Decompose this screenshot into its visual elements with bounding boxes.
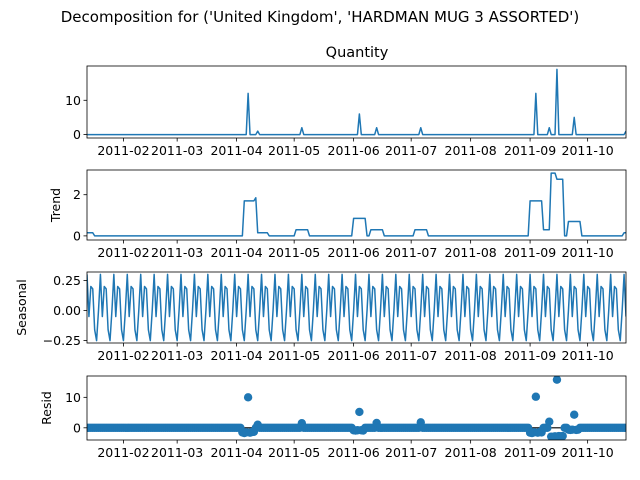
x-tick-label: 2011-06 <box>328 348 380 363</box>
resid-point <box>531 392 541 401</box>
series-line-observed <box>87 68 626 136</box>
y-tick-label: 0.00 <box>53 303 81 318</box>
y-tick-label: 2 <box>73 187 81 202</box>
resid-point <box>243 393 253 402</box>
axes-frame <box>86 375 627 441</box>
x-tick-label: 2011-05 <box>268 445 320 460</box>
y-tick-label: 0 <box>73 420 81 435</box>
x-tick-label: 2011-02 <box>97 143 149 158</box>
figure-title: Decomposition for ('United Kingdom', 'HA… <box>61 8 579 26</box>
x-tick-label: 2011-03 <box>151 245 203 260</box>
x-tick-label: 2011-06 <box>328 143 380 158</box>
series-line-trend <box>87 172 626 237</box>
y-axis-label: Resid <box>39 391 54 425</box>
y-axis-label: Seasonal <box>14 279 29 336</box>
x-tick-label: 2011-04 <box>210 445 262 460</box>
x-tick-label: 2011-05 <box>268 143 320 158</box>
y-tick-label: 0.25 <box>53 273 81 288</box>
x-tick-label: 2011-09 <box>504 143 556 158</box>
resid-point <box>355 407 364 417</box>
x-tick-label: 2011-10 <box>562 445 614 460</box>
x-tick-label: 2011-08 <box>445 245 497 260</box>
x-tick-label: 2011-03 <box>151 143 203 158</box>
panel-seasonal: −0.25 0.00 0.25 2011-02 2011-03 2011-04 2011-0… <box>14 271 627 363</box>
x-tick-label: 2011-04 <box>210 143 262 158</box>
x-tick-label: 2011-06 <box>328 245 380 260</box>
y-tick-label: 10 <box>65 390 81 405</box>
axes-frame <box>86 65 627 139</box>
panel-plot-area <box>87 273 626 342</box>
panel-trend: 0 2 2011-02 2011-03 2011-04 2011-05 2011-06 201… <box>48 169 627 260</box>
resid-point <box>621 423 626 433</box>
x-tick-label: 2011-07 <box>385 445 437 460</box>
panel-resid: 0 10 2011-02 2011-03 2011-04 2011-05 2011-06 20… <box>39 375 627 460</box>
y-tick-label: −0.25 <box>43 333 81 348</box>
x-tick-label: 2011-03 <box>151 348 203 363</box>
x-tick-label: 2011-10 <box>562 348 614 363</box>
panel-observed: 0 10 2011-02 2011-03 2011-04 2011-05 2011-06 20… <box>65 65 627 158</box>
panel-title: Quantity <box>326 45 389 61</box>
x-tick-label: 2011-10 <box>562 143 614 158</box>
x-tick-label: 2011-09 <box>504 348 556 363</box>
panel-plot-area <box>87 376 626 440</box>
resid-point <box>558 431 567 440</box>
x-tick-label: 2011-07 <box>385 348 437 363</box>
x-tick-label: 2011-05 <box>268 348 320 363</box>
y-tick-label: 0 <box>73 228 81 243</box>
resid-point <box>570 410 579 419</box>
x-tick-label: 2011-07 <box>385 245 437 260</box>
x-tick-label: 2011-07 <box>385 143 437 158</box>
x-tick-label: 2011-09 <box>504 445 556 460</box>
x-tick-label: 2011-08 <box>445 445 497 460</box>
series-line-seasonal <box>87 273 626 342</box>
y-axis-label: Trend <box>48 188 63 223</box>
x-tick-label: 2011-06 <box>328 445 380 460</box>
x-tick-label: 2011-05 <box>268 245 320 260</box>
x-tick-label: 2011-08 <box>445 143 497 158</box>
panel-plot-area <box>87 172 626 237</box>
resid-point <box>552 376 562 384</box>
axes-frame <box>86 169 627 241</box>
x-tick-label: 2011-03 <box>151 445 203 460</box>
x-tick-label: 2011-02 <box>97 348 149 363</box>
x-tick-label: 2011-02 <box>97 245 149 260</box>
y-tick-label: 10 <box>65 93 81 108</box>
x-tick-label: 2011-10 <box>562 245 614 260</box>
x-tick-label: 2011-02 <box>97 445 149 460</box>
x-tick-label: 2011-09 <box>504 245 556 260</box>
y-tick-label: 0 <box>73 127 81 142</box>
x-tick-label: 2011-04 <box>210 245 262 260</box>
panel-plot-area <box>87 68 626 136</box>
x-tick-label: 2011-04 <box>210 348 262 363</box>
axes-frame <box>86 271 627 344</box>
x-tick-label: 2011-08 <box>445 348 497 363</box>
resid-point <box>545 417 554 426</box>
